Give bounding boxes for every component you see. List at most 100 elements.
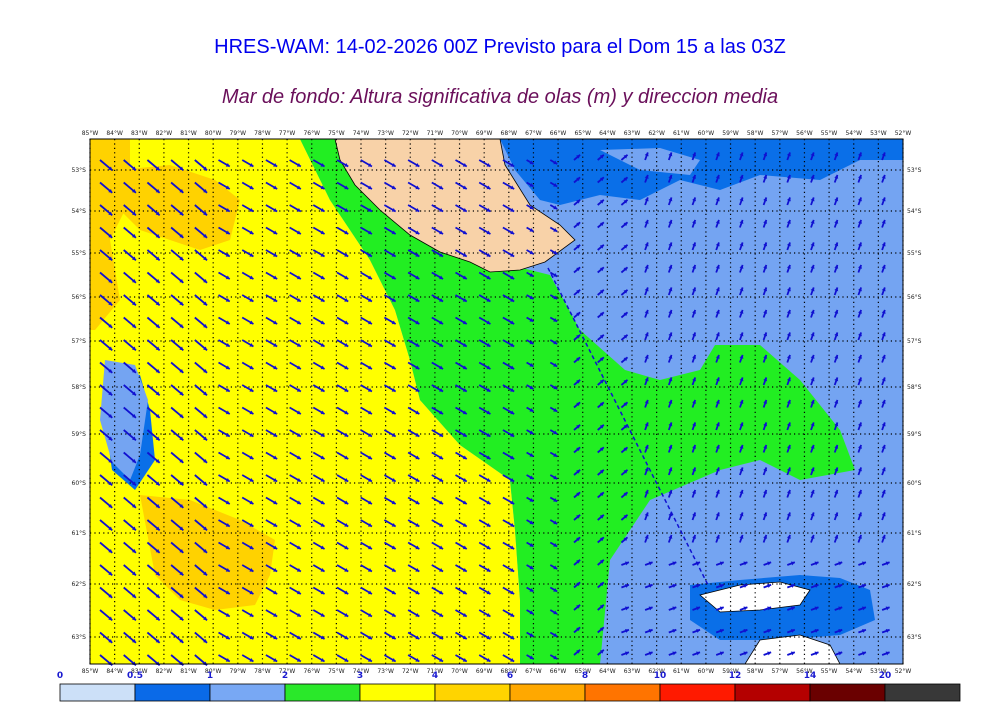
arrow-head bbox=[108, 391, 113, 396]
arrow-head bbox=[296, 590, 301, 595]
colorbar-segment bbox=[434, 683, 511, 702]
arrow-head bbox=[553, 340, 558, 345]
arrow-head bbox=[576, 357, 581, 362]
colorbar-tick-label: 8 bbox=[582, 671, 588, 681]
arrow-head bbox=[786, 174, 791, 179]
arrow-head bbox=[249, 230, 254, 235]
arrow-head bbox=[462, 523, 467, 527]
arrow-head bbox=[529, 543, 534, 547]
arrow-head bbox=[834, 219, 839, 224]
arrow-head bbox=[249, 388, 254, 392]
arrow-head bbox=[415, 545, 420, 550]
arrow-head bbox=[391, 320, 396, 325]
arrow-head bbox=[108, 234, 113, 238]
arrow-head bbox=[391, 163, 396, 167]
arrow-head bbox=[439, 478, 444, 482]
arrow-head bbox=[296, 230, 301, 235]
arrow-head bbox=[108, 639, 113, 643]
arrow-head bbox=[108, 436, 113, 441]
arrow-head bbox=[743, 651, 748, 656]
arrow-head bbox=[715, 287, 720, 292]
arrow-head bbox=[719, 583, 724, 588]
arrow-head bbox=[644, 287, 649, 292]
arrow-head bbox=[367, 343, 372, 347]
arrow-head bbox=[510, 500, 515, 505]
arrow-head bbox=[644, 174, 649, 179]
arrow-head bbox=[296, 433, 301, 437]
arrow-head bbox=[132, 256, 136, 261]
arrow-head bbox=[486, 635, 491, 640]
arrow-head bbox=[599, 312, 604, 317]
arrow-head bbox=[344, 230, 349, 235]
colorbar-segment bbox=[884, 683, 961, 702]
arrow-head bbox=[249, 455, 254, 460]
arrow-head bbox=[668, 534, 673, 539]
arrow-head bbox=[486, 500, 491, 505]
arrow-head bbox=[529, 475, 534, 480]
arrow-head bbox=[786, 489, 791, 494]
arrow-head bbox=[108, 189, 113, 193]
arrow-head bbox=[296, 275, 301, 280]
arrow-head bbox=[672, 606, 677, 611]
longitude-label: 69°W bbox=[476, 668, 493, 675]
arrow-head bbox=[576, 559, 581, 564]
arrow-head bbox=[296, 455, 301, 460]
arrow-head bbox=[155, 414, 160, 418]
longitude-label: 80°W bbox=[205, 130, 222, 137]
longitude-label: 63°W bbox=[624, 130, 641, 137]
arrow-head bbox=[763, 152, 768, 157]
arrow-head bbox=[249, 635, 254, 640]
arrow-head bbox=[838, 651, 843, 656]
arrow-head bbox=[834, 422, 839, 427]
arrow-head bbox=[439, 343, 444, 347]
arrow-head bbox=[786, 264, 791, 269]
arrow-head bbox=[529, 408, 534, 412]
arrow-head bbox=[296, 253, 301, 257]
arrow-head bbox=[576, 154, 581, 159]
field-1-2m-patch bbox=[600, 148, 700, 175]
arrow-head bbox=[415, 298, 420, 302]
arrow-head bbox=[296, 500, 301, 505]
arrow-head bbox=[155, 189, 160, 193]
arrow-head bbox=[553, 498, 558, 502]
arrow-head bbox=[623, 334, 628, 339]
colorbar-segment bbox=[134, 683, 211, 702]
latitude-label: 61°S bbox=[72, 530, 87, 537]
arrow-head bbox=[881, 489, 886, 494]
arrow-head bbox=[415, 500, 420, 505]
arrow-head bbox=[668, 219, 673, 224]
longitude-label: 75°W bbox=[328, 130, 345, 137]
arrow-head bbox=[391, 253, 396, 257]
longitude-label: 85°W bbox=[82, 668, 99, 675]
arrow-head bbox=[108, 504, 113, 508]
longitude-label: 79°W bbox=[230, 130, 247, 137]
longitude-label: 63°W bbox=[624, 668, 641, 675]
arrow-head bbox=[486, 343, 491, 347]
arrow-head bbox=[203, 639, 208, 643]
arrow-head bbox=[344, 545, 349, 550]
arrow-head bbox=[739, 512, 744, 517]
arrow-head bbox=[155, 279, 160, 283]
arrow-head bbox=[834, 287, 839, 292]
arrow-head bbox=[739, 242, 744, 247]
arrow-head bbox=[439, 545, 444, 550]
arrow-head bbox=[320, 613, 325, 617]
colorbar-segment bbox=[59, 683, 136, 702]
arrow-head bbox=[644, 354, 649, 359]
arrow-head bbox=[391, 433, 396, 437]
arrow-head bbox=[644, 467, 649, 472]
arrow-head bbox=[576, 402, 581, 407]
arrow-head bbox=[415, 208, 420, 212]
longitude-label: 80°W bbox=[205, 668, 222, 675]
arrow-head bbox=[320, 635, 325, 640]
arrow-head bbox=[155, 571, 160, 576]
arrow-head bbox=[510, 253, 515, 257]
arrow-head bbox=[692, 174, 697, 179]
arrow-head bbox=[179, 166, 184, 171]
arrow-head bbox=[273, 320, 278, 325]
arrow-head bbox=[367, 455, 372, 460]
arrow-head bbox=[225, 365, 230, 370]
arrow-head bbox=[344, 320, 349, 325]
arrow-head bbox=[576, 379, 581, 384]
arrow-head bbox=[858, 512, 862, 517]
